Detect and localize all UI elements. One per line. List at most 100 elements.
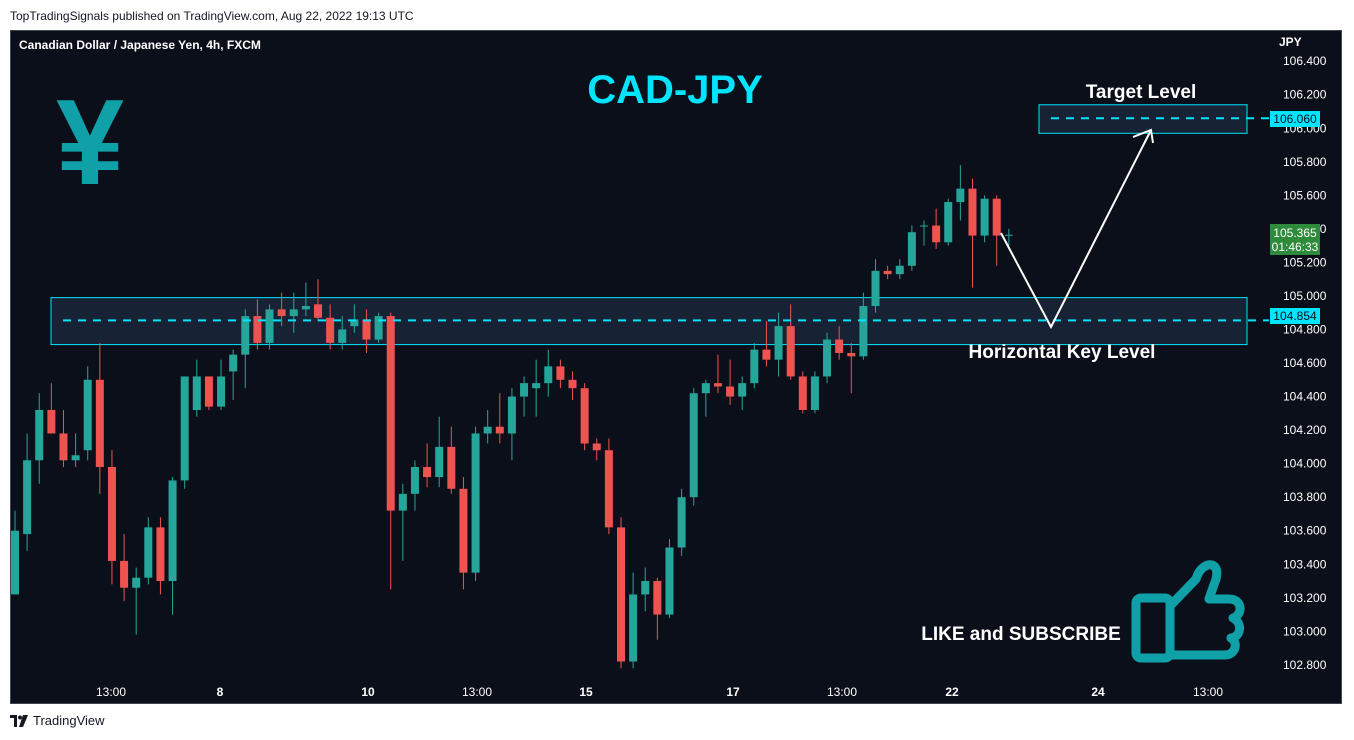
price-tick-label: 102.800 bbox=[1283, 658, 1327, 672]
countdown-label: 01:46:33 bbox=[1272, 240, 1319, 254]
candle-body bbox=[59, 433, 68, 461]
candle-body bbox=[592, 443, 601, 451]
chart-title: Canadian Dollar / Japanese Yen, 4h, FXCM bbox=[19, 38, 261, 52]
candle-body bbox=[217, 376, 226, 407]
price-tick-label: 103.200 bbox=[1283, 591, 1327, 605]
candle bbox=[180, 376, 189, 489]
target-level-label: Target Level bbox=[1086, 82, 1197, 103]
time-tick-label: 17 bbox=[726, 685, 740, 699]
candle-body bbox=[895, 265, 904, 275]
candle-body bbox=[47, 409, 56, 434]
candle-body bbox=[301, 306, 310, 310]
footer-brand: TradingView bbox=[33, 713, 105, 728]
target-price-badge: 106.060 bbox=[1270, 111, 1320, 127]
candle-body bbox=[810, 376, 819, 410]
price-tick-label: 106.200 bbox=[1283, 88, 1327, 102]
price-axis-currency: JPY bbox=[1279, 35, 1302, 49]
price-axis[interactable]: 106.400106.200106.000105.800105.600105.4… bbox=[1283, 54, 1327, 672]
candle-body bbox=[435, 446, 444, 478]
candle bbox=[410, 460, 419, 511]
candle bbox=[83, 366, 92, 461]
candle bbox=[762, 321, 771, 367]
candle-body bbox=[11, 530, 19, 595]
candle-body bbox=[629, 594, 638, 662]
candle-body bbox=[956, 188, 965, 203]
zones-layer bbox=[50, 104, 1248, 346]
candle bbox=[604, 438, 613, 535]
candle-body bbox=[107, 467, 116, 561]
candle-body bbox=[786, 326, 795, 377]
candle bbox=[932, 208, 941, 249]
candle bbox=[459, 477, 468, 590]
candle bbox=[556, 359, 565, 389]
candle bbox=[968, 178, 977, 288]
candle-body bbox=[653, 581, 662, 615]
candle bbox=[204, 376, 213, 410]
candle bbox=[665, 539, 674, 618]
candle-body bbox=[992, 198, 1001, 236]
candle bbox=[217, 359, 226, 410]
candle bbox=[386, 312, 395, 590]
candle-body bbox=[459, 488, 468, 573]
candle bbox=[810, 371, 819, 414]
candle bbox=[301, 282, 310, 317]
candle-body bbox=[762, 349, 771, 360]
candle-body bbox=[483, 426, 492, 434]
candle-body bbox=[168, 480, 177, 582]
price-tick-label: 103.800 bbox=[1283, 490, 1327, 504]
levels-layer bbox=[63, 117, 1269, 322]
candlestick-chart[interactable]: Canadian Dollar / Japanese Yen, 4h, FXCM… bbox=[11, 31, 1341, 703]
candle bbox=[314, 279, 322, 322]
candle-body bbox=[289, 309, 298, 317]
last-price-badge: 105.365 01:46:33 bbox=[1270, 224, 1320, 255]
candle-body bbox=[471, 433, 480, 573]
candle bbox=[277, 292, 286, 327]
candle-body bbox=[156, 527, 165, 582]
candle-body bbox=[544, 366, 553, 384]
candle-body bbox=[713, 383, 722, 387]
candle bbox=[71, 433, 80, 467]
footer[interactable]: TradingView bbox=[10, 713, 105, 728]
candle-body bbox=[410, 467, 419, 494]
candle bbox=[350, 304, 359, 333]
time-axis[interactable]: 13:00 8 10 13:00 15 17 13:00 22 24 13:00 bbox=[96, 685, 1223, 699]
price-tick-label: 104.200 bbox=[1283, 423, 1327, 437]
projection-path bbox=[1000, 129, 1152, 330]
time-tick-label: 24 bbox=[1091, 685, 1105, 699]
candle-body bbox=[423, 467, 432, 478]
candle bbox=[580, 383, 589, 451]
chart-frame[interactable]: Canadian Dollar / Japanese Yen, 4h, FXCM… bbox=[10, 30, 1342, 704]
candle bbox=[726, 359, 735, 405]
candle bbox=[289, 292, 298, 333]
candle bbox=[920, 220, 928, 246]
candle bbox=[617, 517, 625, 669]
candle-body bbox=[604, 450, 613, 528]
key-level-label: Horizontal Key Level bbox=[969, 342, 1156, 363]
candle-body bbox=[95, 379, 104, 467]
candle-body bbox=[314, 304, 322, 318]
candle bbox=[132, 567, 141, 635]
price-tick-label: 105.000 bbox=[1283, 289, 1327, 303]
candle-body bbox=[204, 376, 213, 407]
candle-body bbox=[398, 493, 407, 511]
candle-body bbox=[132, 577, 141, 588]
candle-body bbox=[507, 396, 516, 434]
candle bbox=[532, 359, 541, 417]
candle bbox=[35, 393, 44, 484]
candle-body bbox=[677, 497, 686, 548]
candle bbox=[847, 342, 856, 394]
candle bbox=[144, 517, 153, 585]
candle bbox=[338, 316, 347, 350]
candle-body bbox=[568, 379, 577, 389]
candle bbox=[786, 304, 795, 380]
yen-icon-glyph: ¥ bbox=[56, 74, 124, 210]
candle-body bbox=[641, 581, 650, 595]
candle bbox=[544, 349, 553, 397]
price-tick-label: 106.400 bbox=[1283, 54, 1327, 68]
price-tick-label: 103.400 bbox=[1283, 557, 1327, 571]
candles-layer bbox=[11, 165, 1013, 669]
candle-body bbox=[907, 232, 916, 266]
price-tick-label: 105.600 bbox=[1283, 188, 1327, 202]
candle bbox=[738, 376, 747, 410]
candle bbox=[835, 326, 844, 360]
